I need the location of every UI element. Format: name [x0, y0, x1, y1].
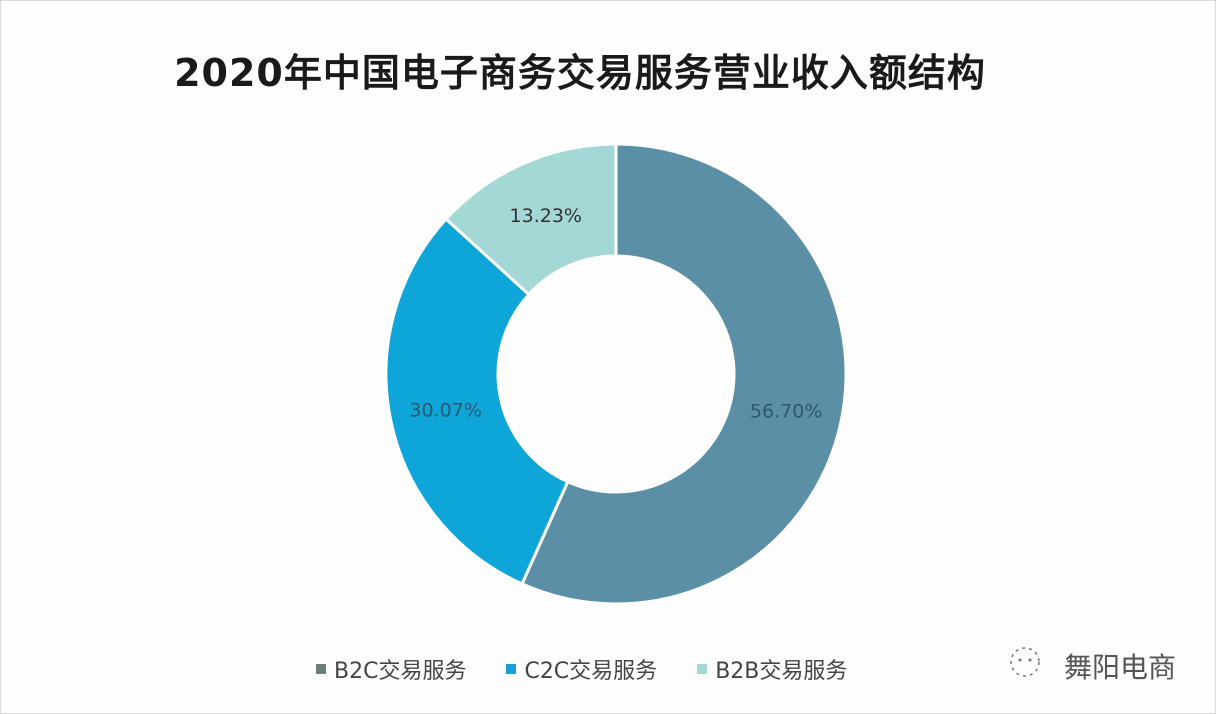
legend-item-b2b: B2B交易服务 [697, 653, 847, 685]
legend-item-b2c: B2C交易服务 [316, 653, 466, 685]
legend-swatch [316, 664, 326, 674]
legend-swatch [697, 664, 708, 674]
chart-title: 2020年中国电子商务交易服务营业收入额结构 [174, 51, 986, 95]
slice-label: 30.07% [409, 399, 481, 421]
donut-slice [520, 142, 848, 606]
legend: B2C交易服务 C2C交易服务 B2B交易服务 [316, 653, 847, 685]
slice-label: 13.23% [510, 205, 582, 227]
legend-swatch [506, 664, 517, 674]
legend-item-c2c: C2C交易服务 [506, 653, 657, 685]
wechat-icon [1000, 642, 1050, 689]
donut-slice [384, 216, 570, 586]
slice-label: 56.70% [750, 400, 822, 422]
watermark: 舞阳电商 [1000, 642, 1176, 689]
donut-slice [443, 142, 618, 297]
